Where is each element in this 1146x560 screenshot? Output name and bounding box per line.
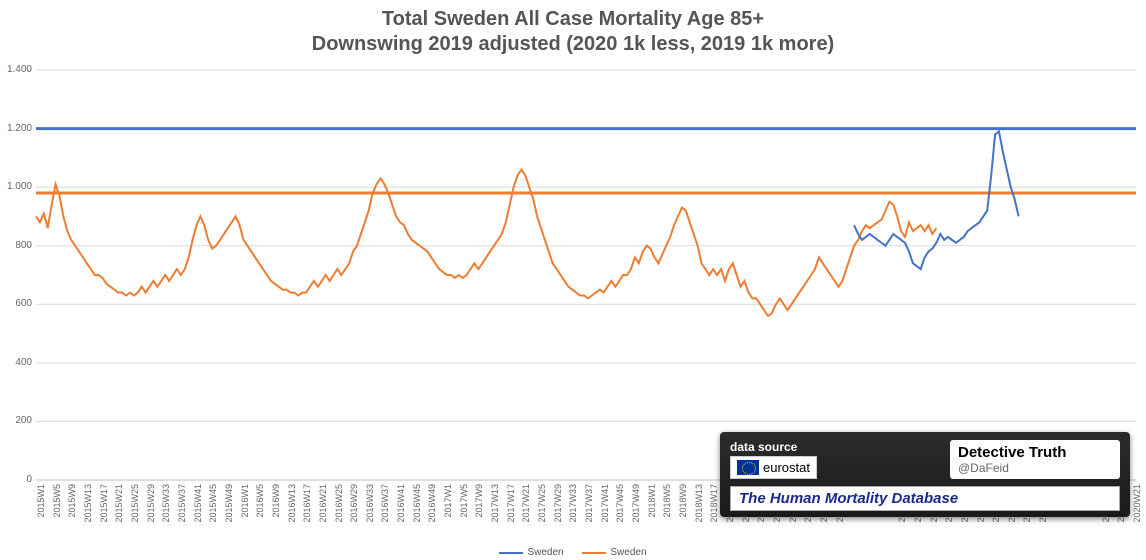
source-top-row: data source eurostat Detective Truth @Da…: [730, 440, 1120, 480]
x-tick-label: 2015W17: [99, 484, 109, 534]
x-tick-label: 2018W9: [678, 484, 688, 534]
hmd-bar: The Human Mortality Database: [730, 486, 1120, 511]
detective-handle: @DaFeid: [958, 461, 1112, 475]
x-tick-label: 2015W33: [161, 484, 171, 534]
x-tick-label: 2017W1: [443, 484, 453, 534]
x-tick-label: 2017W9: [474, 484, 484, 534]
x-tick-label: 2015W45: [208, 484, 218, 534]
legend: Sweden Sweden: [0, 546, 1146, 559]
x-tick-label: 2016W5: [255, 484, 265, 534]
x-tick-label: 2016W45: [412, 484, 422, 534]
eurostat-badge: eurostat: [730, 456, 817, 479]
x-tick-label: 2018W17: [709, 484, 719, 534]
plot-area: [36, 70, 1136, 480]
x-tick-label: 2017W33: [568, 484, 578, 534]
x-tick-label: 2015W9: [67, 484, 77, 534]
legend-item-sweden-orange: Sweden: [582, 547, 646, 558]
legend-swatch-blue: [499, 552, 523, 554]
y-tick-label: 1.200: [2, 123, 32, 134]
legend-swatch-orange: [582, 552, 606, 554]
x-tick-label: 2017W13: [490, 484, 500, 534]
x-tick-label: 2017W41: [600, 484, 610, 534]
detective-title: Detective Truth: [958, 444, 1112, 461]
x-tick-label: 2015W49: [224, 484, 234, 534]
x-tick-label: 2015W37: [177, 484, 187, 534]
x-tick-label: 2015W1: [36, 484, 46, 534]
legend-label-blue: Sweden: [527, 547, 563, 558]
x-tick-label: 2017W5: [459, 484, 469, 534]
data-source-box: data source eurostat Detective Truth @Da…: [720, 432, 1130, 517]
x-tick-label: 2016W49: [427, 484, 437, 534]
x-tick-label: 2015W25: [130, 484, 140, 534]
plot-svg: [36, 70, 1136, 480]
x-tick-label: 2016W25: [334, 484, 344, 534]
detective-box: Detective Truth @DaFeid: [950, 440, 1120, 479]
x-tick-label: 2015W29: [146, 484, 156, 534]
data-source-label: data source: [730, 440, 817, 454]
y-tick-label: 200: [2, 415, 32, 426]
x-tick-label: 2018W1: [647, 484, 657, 534]
y-tick-label: 1.000: [2, 181, 32, 192]
x-tick-label: 2017W25: [537, 484, 547, 534]
title-line-1: Total Sweden All Case Mortality Age 85+: [0, 8, 1146, 31]
x-tick-label: 2017W21: [521, 484, 531, 534]
y-tick-label: 0: [2, 474, 32, 485]
y-tick-label: 1.400: [2, 64, 32, 75]
x-tick-label: 2017W29: [553, 484, 563, 534]
x-tick-label: 2018W5: [662, 484, 672, 534]
eu-flag-icon: [737, 460, 759, 475]
x-tick-label: 2016W41: [396, 484, 406, 534]
title-line-2: Downswing 2019 adjusted (2020 1k less, 2…: [0, 33, 1146, 56]
x-tick-label: 2015W13: [83, 484, 93, 534]
x-tick-label: 2016W21: [318, 484, 328, 534]
x-tick-label: 2015W41: [193, 484, 203, 534]
x-tick-label: 2020W21: [1132, 484, 1142, 534]
y-tick-label: 600: [2, 298, 32, 309]
x-tick-label: 2017W49: [631, 484, 641, 534]
x-tick-label: 2016W9: [271, 484, 281, 534]
x-tick-label: 2017W37: [584, 484, 594, 534]
x-tick-label: 2016W1: [240, 484, 250, 534]
chart-title: Total Sweden All Case Mortality Age 85+ …: [0, 8, 1146, 56]
x-tick-label: 2017W45: [615, 484, 625, 534]
x-tick-label: 2016W29: [349, 484, 359, 534]
eurostat-text: eurostat: [763, 460, 810, 475]
x-tick-label: 2016W37: [380, 484, 390, 534]
x-tick-label: 2018W13: [694, 484, 704, 534]
x-tick-label: 2016W17: [302, 484, 312, 534]
legend-label-orange: Sweden: [610, 547, 646, 558]
x-tick-label: 2015W21: [114, 484, 124, 534]
legend-item-sweden-blue: Sweden: [499, 547, 563, 558]
x-tick-label: 2017W17: [506, 484, 516, 534]
x-tick-label: 2016W13: [287, 484, 297, 534]
y-tick-label: 400: [2, 357, 32, 368]
y-tick-label: 800: [2, 240, 32, 251]
chart-container: Total Sweden All Case Mortality Age 85+ …: [0, 0, 1146, 560]
source-left: data source eurostat: [730, 440, 817, 480]
x-tick-label: 2016W33: [365, 484, 375, 534]
x-tick-label: 2015W5: [52, 484, 62, 534]
